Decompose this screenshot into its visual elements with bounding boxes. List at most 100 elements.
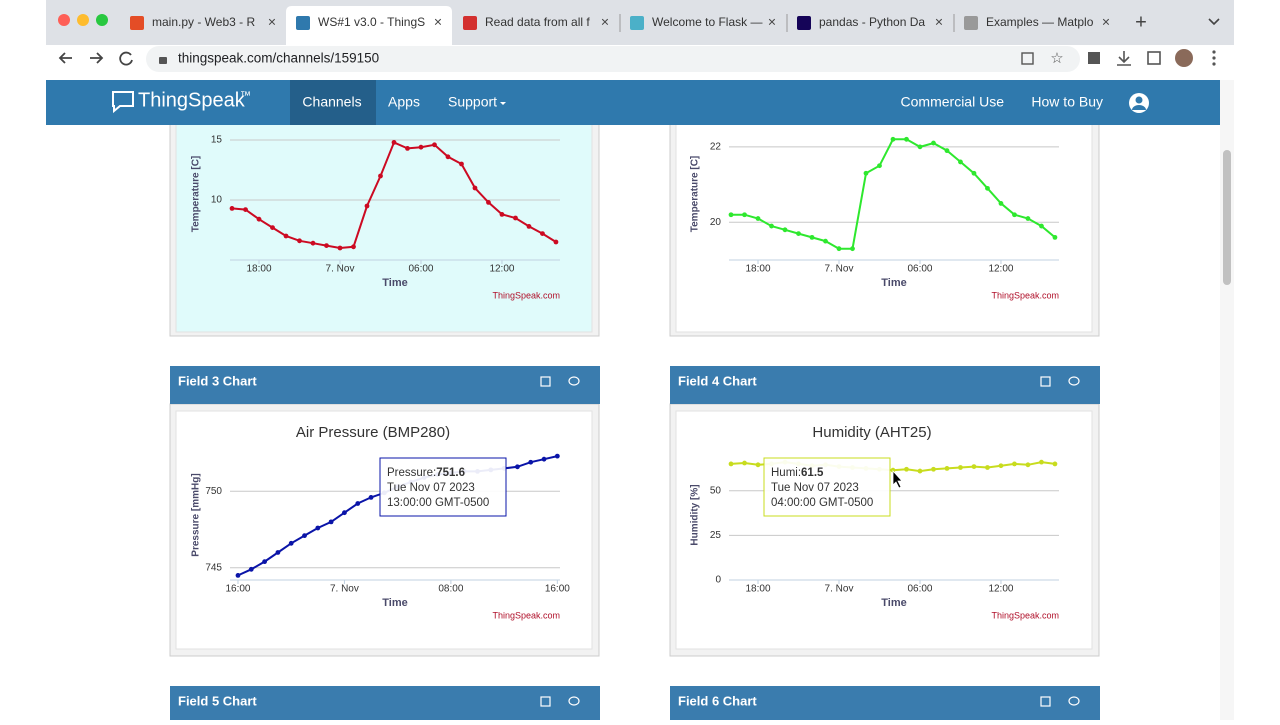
data-point[interactable] <box>917 468 923 474</box>
data-point[interactable] <box>1025 216 1031 221</box>
data-point[interactable] <box>515 464 520 470</box>
reload-button[interactable] <box>119 51 133 66</box>
data-point[interactable] <box>472 185 478 191</box>
share-icon[interactable] <box>1021 52 1034 65</box>
data-point[interactable] <box>378 173 383 179</box>
data-point[interactable] <box>823 238 828 244</box>
extensions-icon[interactable] <box>1088 52 1100 64</box>
open-icon[interactable] <box>1040 376 1051 387</box>
data-point[interactable] <box>283 233 289 239</box>
data-point[interactable] <box>850 246 855 252</box>
logo-text[interactable]: ThingSpeak <box>138 89 246 111</box>
data-point[interactable] <box>310 240 316 246</box>
tab-menu[interactable] <box>1208 18 1220 26</box>
nav-item[interactable]: Commercial Use <box>901 94 1005 110</box>
data-point[interactable] <box>998 201 1004 206</box>
data-point[interactable] <box>256 216 262 222</box>
data-point[interactable] <box>958 159 963 165</box>
data-point[interactable] <box>270 225 275 231</box>
data-point[interactable] <box>288 540 294 546</box>
data-point[interactable] <box>368 495 374 500</box>
data-point[interactable] <box>769 223 774 229</box>
data-point[interactable] <box>302 533 307 539</box>
data-point[interactable] <box>445 154 451 160</box>
address-bar[interactable] <box>146 46 1080 72</box>
scrollbar-thumb[interactable] <box>1223 150 1231 285</box>
data-point[interactable] <box>796 231 801 237</box>
data-point[interactable] <box>229 206 235 211</box>
data-point[interactable] <box>351 244 356 250</box>
url[interactable]: thingspeak.com/channels/159150 <box>178 51 379 66</box>
tab-title[interactable]: pandas - Python Da <box>819 15 925 29</box>
data-point[interactable] <box>554 453 560 459</box>
data-point[interactable] <box>513 215 518 221</box>
tab-close[interactable]: × <box>268 14 276 30</box>
data-point[interactable] <box>1039 223 1044 229</box>
data-point[interactable] <box>315 525 321 531</box>
menu-dot[interactable] <box>1212 50 1216 54</box>
tab-close[interactable]: × <box>935 14 943 30</box>
zoom-window[interactable] <box>96 14 108 26</box>
data-point[interactable] <box>1052 461 1058 467</box>
comment-icon[interactable] <box>568 696 580 706</box>
data-point[interactable] <box>486 200 491 205</box>
open-icon[interactable] <box>540 376 551 387</box>
open-icon[interactable] <box>1040 696 1051 707</box>
data-point[interactable] <box>1052 234 1058 240</box>
data-point[interactable] <box>405 146 410 151</box>
comment-icon[interactable] <box>568 376 580 386</box>
data-point[interactable] <box>877 163 882 169</box>
tab-title[interactable]: WS#1 v3.0 - ThingS <box>318 15 425 29</box>
data-point[interactable] <box>755 216 761 221</box>
data-point[interactable] <box>958 465 963 470</box>
chart-credit[interactable]: ThingSpeak.com <box>492 610 560 620</box>
nav-item[interactable]: Support <box>448 94 497 110</box>
data-point[interactable] <box>1039 459 1044 465</box>
data-point[interactable] <box>355 501 361 506</box>
data-point[interactable] <box>432 142 437 148</box>
data-point[interactable] <box>342 510 347 516</box>
chart-credit[interactable]: ThingSpeak.com <box>991 290 1059 300</box>
tab-close[interactable]: × <box>768 14 776 30</box>
data-point[interactable] <box>297 238 302 244</box>
data-point[interactable] <box>755 462 761 468</box>
forward-button[interactable] <box>90 52 104 64</box>
data-point[interactable] <box>262 559 267 565</box>
profile-avatar[interactable] <box>1175 49 1193 67</box>
data-point[interactable] <box>890 467 896 473</box>
data-point[interactable] <box>364 203 370 209</box>
data-point[interactable] <box>391 140 397 145</box>
data-point[interactable] <box>553 239 559 245</box>
minimize-window[interactable] <box>77 14 89 26</box>
comment-icon[interactable] <box>1068 376 1080 386</box>
data-point[interactable] <box>931 466 936 472</box>
data-point[interactable] <box>235 573 241 578</box>
new-tab[interactable]: + <box>1135 11 1147 33</box>
data-point[interactable] <box>917 144 923 150</box>
data-point[interactable] <box>742 212 747 218</box>
data-point[interactable] <box>328 519 334 525</box>
data-point[interactable] <box>863 170 869 176</box>
sidebar-icon[interactable] <box>1147 51 1161 65</box>
data-point[interactable] <box>1025 462 1031 468</box>
tab-close[interactable]: × <box>1102 14 1110 30</box>
data-point[interactable] <box>275 550 281 555</box>
data-point[interactable] <box>418 144 424 150</box>
tab-title[interactable]: main.py - Web3 - R <box>152 15 255 29</box>
data-point[interactable] <box>541 456 547 462</box>
data-point[interactable] <box>459 161 464 167</box>
nav-item[interactable]: How to Buy <box>1031 94 1103 110</box>
data-point[interactable] <box>742 460 747 466</box>
chart-credit[interactable]: ThingSpeak.com <box>492 290 560 300</box>
data-point[interactable] <box>985 185 990 191</box>
data-point[interactable] <box>324 243 329 249</box>
data-point[interactable] <box>1012 461 1017 467</box>
data-point[interactable] <box>728 212 734 218</box>
menu-dot[interactable] <box>1212 62 1216 66</box>
tab-title[interactable]: Read data from all f <box>485 15 590 29</box>
tab-title[interactable]: Welcome to Flask — <box>652 15 762 29</box>
data-point[interactable] <box>944 465 950 471</box>
chart-credit[interactable]: ThingSpeak.com <box>991 610 1059 620</box>
open-icon[interactable] <box>540 696 551 707</box>
tab-close[interactable]: × <box>601 14 609 30</box>
